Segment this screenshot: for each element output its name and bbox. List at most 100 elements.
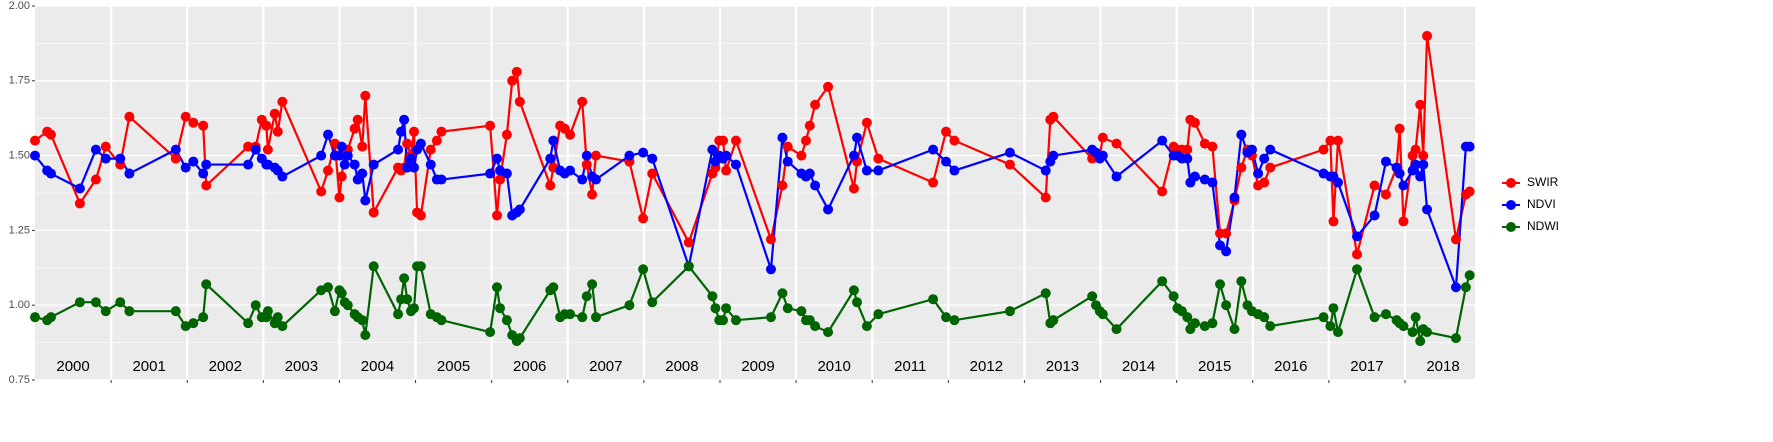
data-point xyxy=(861,117,872,128)
data-point xyxy=(1040,165,1051,176)
data-point xyxy=(848,150,859,161)
data-point xyxy=(928,294,939,305)
legend-key-point xyxy=(1506,178,1516,188)
data-point xyxy=(647,297,658,308)
data-point xyxy=(262,144,273,155)
data-point xyxy=(647,153,658,164)
legend-label: SWIR xyxy=(1527,175,1559,189)
data-point xyxy=(1111,171,1122,182)
data-point xyxy=(100,306,111,317)
data-point xyxy=(1394,168,1405,179)
data-point xyxy=(1207,141,1218,152)
data-point xyxy=(804,120,815,131)
data-point xyxy=(1380,189,1391,200)
data-point xyxy=(721,165,732,176)
data-point xyxy=(565,165,576,176)
data-point xyxy=(90,174,101,185)
data-point xyxy=(329,306,340,317)
data-point xyxy=(1410,159,1421,170)
year-label: 2013 xyxy=(1046,358,1079,375)
data-point xyxy=(1004,306,1015,317)
data-point xyxy=(368,207,379,218)
data-point xyxy=(1097,150,1108,161)
year-label: 2010 xyxy=(817,358,850,375)
data-point xyxy=(334,150,345,161)
data-point xyxy=(1215,279,1226,290)
data-point xyxy=(1004,159,1015,170)
data-point xyxy=(581,159,592,170)
data-point xyxy=(624,300,635,311)
data-point xyxy=(1422,204,1433,215)
data-point xyxy=(1207,177,1218,188)
data-point xyxy=(730,159,741,170)
data-point xyxy=(823,327,834,338)
year-label: 2007 xyxy=(589,358,622,375)
data-point xyxy=(587,279,598,290)
y-tick-label: 1.50 xyxy=(9,150,30,162)
data-point xyxy=(198,168,209,179)
data-point xyxy=(1328,216,1339,227)
data-point xyxy=(90,297,101,308)
data-point xyxy=(415,210,426,221)
data-point xyxy=(590,150,601,161)
data-point xyxy=(115,153,126,164)
data-point xyxy=(1352,231,1363,242)
data-point xyxy=(782,141,793,152)
year-label: 2000 xyxy=(56,358,89,375)
data-point xyxy=(1333,177,1344,188)
data-point xyxy=(590,312,601,323)
legend-label: NDVI xyxy=(1527,197,1556,211)
data-point xyxy=(1221,228,1232,239)
data-point xyxy=(721,150,732,161)
data-point xyxy=(74,297,85,308)
data-point xyxy=(323,165,334,176)
data-point xyxy=(323,282,334,293)
data-point xyxy=(277,321,288,332)
data-point xyxy=(349,159,360,170)
data-point xyxy=(45,312,56,323)
data-point xyxy=(782,156,793,167)
data-point xyxy=(415,138,426,149)
data-point xyxy=(339,159,350,170)
data-point xyxy=(823,81,834,92)
data-point xyxy=(277,96,288,107)
data-point xyxy=(491,210,502,221)
data-point xyxy=(581,291,592,302)
data-point xyxy=(188,117,199,128)
year-label: 2011 xyxy=(894,358,926,375)
data-point xyxy=(45,129,56,140)
data-point xyxy=(357,168,368,179)
data-point xyxy=(624,150,635,161)
data-point xyxy=(1111,324,1122,335)
data-point xyxy=(796,150,807,161)
data-point xyxy=(170,153,181,164)
data-point xyxy=(765,234,776,245)
data-point xyxy=(777,132,788,143)
data-point xyxy=(250,300,261,311)
data-point xyxy=(402,162,413,173)
data-point xyxy=(1422,327,1433,338)
data-point xyxy=(495,174,506,185)
data-point xyxy=(1246,144,1257,155)
data-point xyxy=(1168,291,1179,302)
y-tick-label: 1.75 xyxy=(9,75,30,87)
legend-key-point xyxy=(1506,222,1516,232)
data-point xyxy=(368,159,379,170)
year-label: 2003 xyxy=(285,358,318,375)
data-point xyxy=(638,147,649,158)
data-point xyxy=(1182,153,1193,164)
data-point xyxy=(1111,138,1122,149)
data-point xyxy=(425,159,436,170)
data-point xyxy=(368,261,379,272)
data-point xyxy=(1221,300,1232,311)
data-point xyxy=(198,312,209,323)
data-point xyxy=(405,153,416,164)
year-label: 2006 xyxy=(513,358,546,375)
data-point xyxy=(485,168,496,179)
data-point xyxy=(1259,153,1270,164)
data-point xyxy=(730,315,741,326)
data-point xyxy=(1415,171,1426,182)
data-point xyxy=(409,303,420,314)
data-point xyxy=(730,135,741,146)
